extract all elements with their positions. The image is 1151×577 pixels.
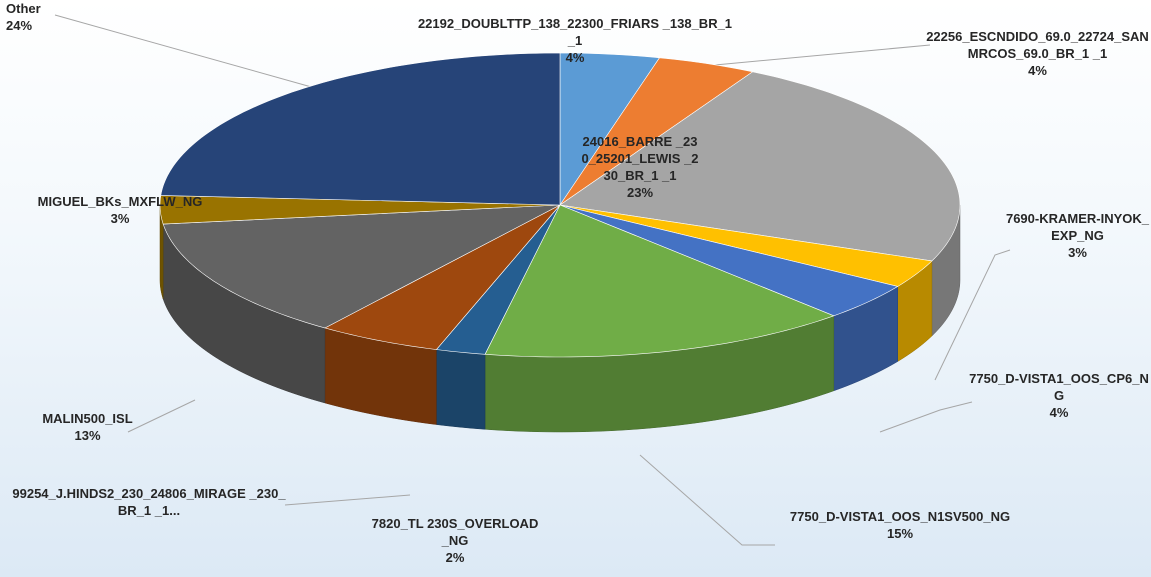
data-label: 22256_ESCNDIDO_69.0_22724_SANMRCOS_69.0_… <box>925 28 1150 79</box>
percent-label: 2% <box>445 550 465 565</box>
category-label: 7820_TL 230S_OVERLOAD_NG <box>371 516 539 548</box>
category-label: MIGUEL_BKs_MXFLW_NG <box>37 194 203 209</box>
category-label: Other <box>6 1 41 16</box>
data-label: 7750_D-VISTA1_OOS_N1SV500_NG 15% <box>770 508 1030 542</box>
category-label: 7750_D-VISTA1_OOS_CP6_NG <box>969 371 1149 403</box>
percent-label: 4% <box>1028 63 1047 78</box>
percent-label: 3% <box>1068 245 1087 260</box>
data-label: 7750_D-VISTA1_OOS_CP6_NG 4% <box>968 370 1150 421</box>
data-label: Other 24% <box>6 0 66 34</box>
slice <box>324 204 561 350</box>
data-label: 7690-KRAMER-INYOK_EXP_NG 3% <box>1005 210 1150 261</box>
category-label: 99254_J.HINDS2_230_24806_MIRAGE _230_BR_… <box>12 486 286 518</box>
slice <box>162 204 561 329</box>
data-label: 99254_J.HINDS2_230_24806_MIRAGE _230_BR_… <box>10 485 288 519</box>
leader-line <box>284 494 411 506</box>
slice <box>559 52 661 206</box>
slice-side <box>436 349 486 430</box>
slice <box>435 204 561 355</box>
category-label: 24016_BARRE _230_25201_LEWIS _230_BR_1 _… <box>581 134 699 183</box>
percent-label: 13% <box>74 428 101 443</box>
slice <box>559 204 933 287</box>
percent-label: 15% <box>886 526 914 541</box>
slice <box>484 204 835 358</box>
slice <box>160 52 561 206</box>
leader-line <box>639 454 775 546</box>
category-label: MALIN500_ISL <box>42 411 133 426</box>
category-label: 7690-KRAMER-INYOK_EXP_NG <box>1005 211 1150 243</box>
pie-sides <box>159 204 961 433</box>
data-label: 7820_TL 230S_OVERLOAD_NG 2% <box>370 515 540 566</box>
category-label: 22256_ESCNDIDO_69.0_22724_SANMRCOS_69.0_… <box>926 29 1149 61</box>
percent-label: 4% <box>565 50 585 65</box>
data-label: MIGUEL_BKs_MXFLW_NG 3% <box>0 193 240 227</box>
category-label: 7750_D-VISTA1_OOS_N1SV500_NG <box>789 509 1011 524</box>
percent-label: 24% <box>6 18 33 33</box>
data-label: 22192_DOUBLTTP_138_22300_FRIARS _138_BR_… <box>415 15 735 66</box>
data-label: 24016_BARRE _230_25201_LEWIS _230_BR_1 _… <box>580 133 700 201</box>
category-label: 22192_DOUBLTTP_138_22300_FRIARS _138_BR_… <box>417 16 733 48</box>
leader-line <box>879 401 973 433</box>
slice <box>559 57 754 206</box>
percent-label: 23% <box>626 185 654 200</box>
leader-line <box>934 249 1011 381</box>
data-label: MALIN500_ISL 13% <box>15 410 160 444</box>
leader-line <box>54 14 316 89</box>
slice <box>559 71 961 262</box>
pie-tops <box>159 52 961 358</box>
slice <box>559 204 899 317</box>
percent-label: 4% <box>1049 405 1069 420</box>
slice <box>159 195 561 225</box>
leader-line <box>714 44 931 66</box>
percent-label: 3% <box>110 211 130 226</box>
leader-line <box>127 399 196 433</box>
